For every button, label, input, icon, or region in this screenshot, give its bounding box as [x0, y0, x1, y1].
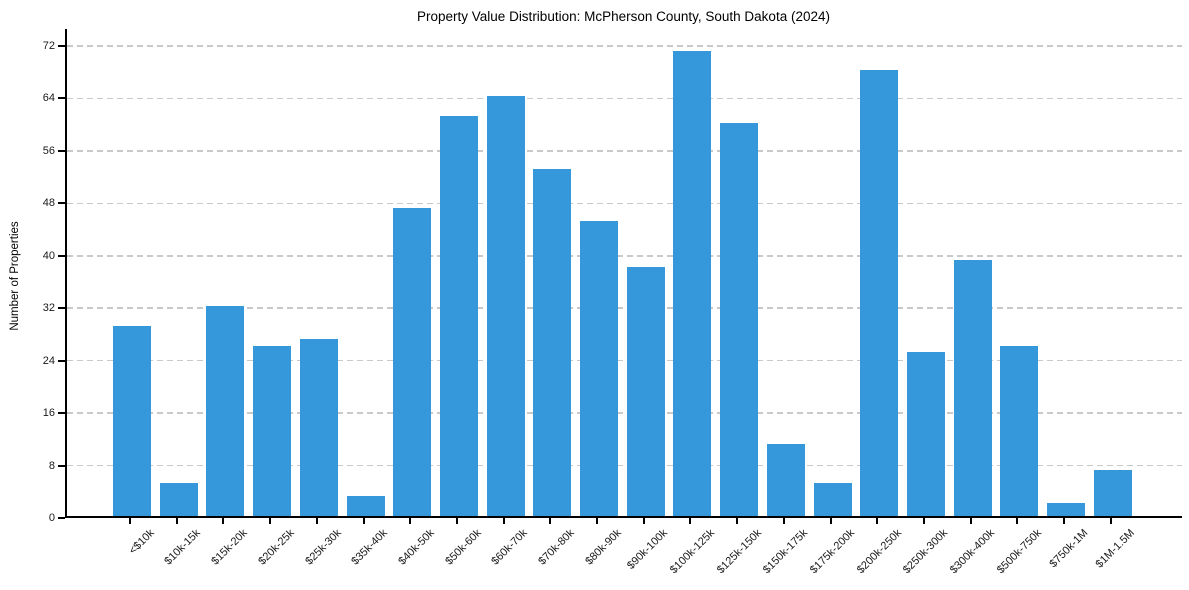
x-tick-label-text: $70k-80k	[536, 527, 577, 568]
x-tick-$250k-300k	[922, 518, 925, 524]
y-tick-label-48: 48	[42, 197, 55, 210]
x-tick-$50k-60k	[455, 518, 458, 524]
x-tick-$500k-750k	[1016, 518, 1019, 524]
bar-$20k-25k	[253, 345, 292, 516]
bar-$100k-125k	[673, 50, 712, 516]
y-tick-48	[58, 202, 65, 205]
y-tick-label-40: 40	[42, 249, 55, 262]
gridline-16	[67, 412, 1182, 414]
y-tick-56	[58, 149, 65, 152]
y-tick-label-56: 56	[42, 144, 55, 157]
y-tick-label-16: 16	[42, 407, 55, 420]
x-tick-$60k-70k	[502, 518, 505, 524]
x-tick-label-text: $40k-50k	[396, 527, 437, 568]
y-tick-label-64: 64	[42, 92, 55, 105]
x-tick-$175k-200k	[829, 518, 832, 524]
bar-$90k-100k	[626, 266, 665, 516]
bar-$25k-30k	[299, 339, 338, 516]
y-axis-title: Number of Properties	[9, 221, 21, 331]
x-tick-label-text: <$10k	[126, 527, 157, 557]
x-tick-$10k-15k	[175, 518, 178, 524]
x-tick-label-text: $300k-400k	[947, 527, 998, 577]
bar-$35k-40k	[346, 496, 385, 516]
y-tick-64	[58, 97, 65, 100]
y-tick-8	[58, 464, 65, 467]
y-tick-32	[58, 307, 65, 310]
y-tick-label-8: 8	[48, 459, 55, 472]
gridline-24	[67, 359, 1182, 362]
y-tick-label-72: 72	[42, 40, 55, 53]
bar-$200k-250k	[860, 70, 899, 516]
bar-$10k-15k	[159, 483, 198, 516]
y-tick-40	[58, 254, 65, 257]
bar-$500k-750k	[1000, 345, 1039, 516]
x-tick-$25k-30k	[315, 518, 318, 524]
bar-$15k-20k	[206, 306, 245, 516]
y-tick-label-0: 0	[48, 512, 55, 524]
y-tick-0	[58, 517, 65, 519]
bar-$1M-1.5M	[1093, 470, 1132, 516]
y-tick-72	[58, 45, 65, 48]
x-tick-label-text: $150k-175k	[761, 527, 811, 577]
gridline-64	[67, 97, 1182, 100]
bar-$300k-400k	[953, 260, 992, 516]
bar-$175k-200k	[813, 483, 852, 516]
bar-$150k-175k	[766, 443, 805, 516]
x-tick-$35k-40k	[362, 518, 365, 524]
chart-title: Property Value Distribution: McPherson C…	[417, 9, 830, 24]
bar-$80k-90k	[580, 221, 618, 516]
x-tick-$750k-1M	[1063, 518, 1065, 524]
x-tick-$90k-100k	[642, 518, 645, 524]
x-tick-label-text: $15k-20k	[209, 527, 250, 568]
x-tick-label-text: $1M-1.5M	[1093, 527, 1138, 571]
x-tick-label-text: $50k-60k	[442, 527, 484, 568]
x-tick-label-text: $200k-250k	[854, 527, 904, 577]
x-tick-$150k-175k	[782, 518, 785, 524]
bar-$50k-60k	[439, 116, 478, 516]
x-tick-label-text: $60k-70k	[489, 527, 531, 568]
bar-$750k-1M	[1047, 502, 1085, 516]
gridline-56	[67, 150, 1182, 152]
x-tick-label-text: $25k-30k	[302, 527, 344, 568]
y-tick-24	[58, 359, 65, 362]
gridline-48	[67, 202, 1182, 205]
bar-$60k-70k	[486, 96, 525, 516]
gridline-72	[67, 45, 1182, 47]
x-tick-$15k-20k	[222, 518, 225, 524]
bar-$250k-300k	[906, 352, 945, 516]
gridline-40	[67, 255, 1182, 257]
x-tick-label-text: $175k-200k	[807, 527, 857, 577]
x-tick-$100k-125k	[689, 518, 692, 524]
x-tick-label-text: $750k-1M	[1047, 527, 1091, 571]
x-tick-label-text: $35k-40k	[349, 527, 390, 568]
x-tick-$20k-25k	[269, 518, 272, 524]
y-tick-label-32: 32	[42, 302, 55, 315]
y-tick-label-24: 24	[42, 354, 55, 367]
x-tick-$70k-80k	[549, 518, 552, 524]
x-tick-label-text: $10k-15k	[162, 527, 204, 568]
gridline-32	[67, 307, 1182, 309]
gridline-8	[67, 464, 1182, 467]
bar-$40k-50k	[393, 207, 432, 516]
x-tick-$125k-150k	[736, 518, 739, 524]
x-tick-label-text: $500k-750k	[994, 527, 1044, 577]
x-tick-$40k-50k	[409, 518, 412, 524]
bar-$70k-80k	[533, 168, 572, 516]
x-tick-$80k-90k	[596, 518, 598, 524]
x-tick-label-text: $250k-300k	[901, 527, 951, 577]
x-tick-label-text: $125k-150k	[714, 527, 764, 577]
bar-$125k-150k	[720, 122, 759, 516]
x-tick-$200k-250k	[876, 518, 879, 524]
x-tick-label-text: $100k-125k	[667, 527, 717, 577]
x-tick-label-text: $80k-90k	[582, 527, 624, 568]
x-tick-label-text: $20k-25k	[256, 527, 297, 568]
x-tick-$300k-400k	[969, 518, 972, 524]
bar-<$10k	[113, 325, 151, 516]
x-tick-<$10k	[129, 518, 131, 524]
x-tick-label-text: $90k-100k	[625, 527, 671, 572]
plot-area	[65, 29, 1182, 518]
y-tick-16	[58, 412, 65, 415]
x-tick-$1M-1.5M	[1109, 518, 1112, 524]
